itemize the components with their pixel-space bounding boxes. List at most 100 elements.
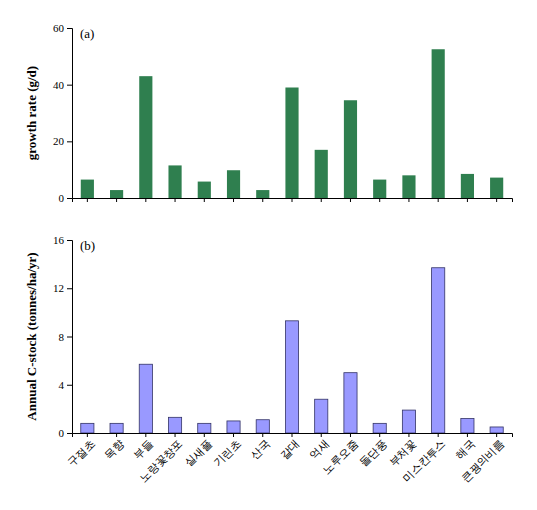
bar xyxy=(198,423,211,433)
panel-0: 0 20 40 60 growth rate (g/d) (a) xyxy=(24,22,513,204)
x-tick-mark xyxy=(116,433,117,437)
x-tick-label: 노랑꽃창포 xyxy=(137,437,185,485)
panel-label: (a) xyxy=(80,26,94,41)
bar xyxy=(315,150,328,198)
x-tick-label: 산국 xyxy=(248,437,273,462)
y-tick-label: 12 xyxy=(53,282,64,294)
bar xyxy=(344,373,357,433)
x-tick-mark xyxy=(379,433,380,437)
x-tick xyxy=(321,198,322,202)
bar xyxy=(110,190,123,198)
x-tick: 구절초 xyxy=(65,433,98,470)
x-tick-label: 큰꿩의비름 xyxy=(459,437,507,485)
bar xyxy=(373,423,386,433)
y-tick-label: 20 xyxy=(53,135,65,147)
panel-1: 0 4 8 12 16 구절초목향부들노랑꽃창포실새풀기린초산국갈대억새노루오줌돌단풍부처… xyxy=(24,234,513,485)
y-tick: 8 xyxy=(59,331,73,343)
x-tick-mark xyxy=(116,198,117,202)
x-tick xyxy=(175,198,176,202)
y-tick-label: 0 xyxy=(59,192,65,204)
x-tick-mark xyxy=(233,198,234,202)
y-tick: 0 xyxy=(59,427,73,439)
x-axis xyxy=(73,198,513,202)
x-tick: 노랑꽃창포 xyxy=(137,433,185,485)
x-tick: 산국 xyxy=(248,433,273,462)
x-tick xyxy=(145,198,146,202)
x-tick: 기린초 xyxy=(211,433,244,470)
x-tick xyxy=(350,198,351,202)
x-tick-mark xyxy=(175,198,176,202)
x-tick xyxy=(292,198,293,202)
figure: 0 20 40 60 growth rate (g/d) (a) 0 4 8 12 16 구절초목향부… xyxy=(0,0,537,510)
bar xyxy=(285,321,298,433)
bar xyxy=(110,423,123,433)
x-tick-mark xyxy=(438,433,439,437)
bar xyxy=(256,190,269,198)
x-tick-mark xyxy=(292,433,293,437)
y-axis-line xyxy=(67,241,73,434)
bar xyxy=(402,175,415,198)
bars xyxy=(81,49,503,198)
y-tick-mark xyxy=(67,240,72,241)
x-tick-mark xyxy=(87,433,88,437)
x-tick-mark xyxy=(145,433,146,437)
x-tick-label: 실새풀 xyxy=(182,437,215,470)
bar xyxy=(285,88,298,199)
x-tick: 돌단풍 xyxy=(357,433,390,470)
y-tick-label: 0 xyxy=(59,427,65,439)
y-tick: 40 xyxy=(53,79,72,91)
x-tick-mark xyxy=(262,198,263,202)
y-tick-mark xyxy=(67,288,72,289)
x-tick xyxy=(116,198,117,202)
bar xyxy=(168,165,181,198)
y-tick: 20 xyxy=(53,135,72,147)
x-axis-line xyxy=(73,434,513,438)
x-tick: 갈대 xyxy=(277,433,302,462)
x-tick-mark xyxy=(321,433,322,437)
x-tick xyxy=(87,198,88,202)
y-axis-line xyxy=(67,29,73,199)
y-tick-label: 60 xyxy=(53,22,65,34)
x-tick-label: 갈대 xyxy=(277,437,302,462)
x-tick-mark xyxy=(204,433,205,437)
y-tick: 60 xyxy=(53,22,72,34)
bar xyxy=(139,364,152,433)
x-tick-mark xyxy=(350,433,351,437)
x-tick-mark xyxy=(467,198,468,202)
x-tick: 큰꿩의비름 xyxy=(459,433,507,485)
x-tick-mark xyxy=(292,198,293,202)
x-tick: 미스칸투스 xyxy=(400,433,448,485)
bar xyxy=(227,170,240,198)
x-tick-label: 구절초 xyxy=(65,437,98,470)
y-tick: 4 xyxy=(59,379,73,391)
x-tick-label: 미스칸투스 xyxy=(400,437,448,485)
x-tick-label: 목향 xyxy=(102,437,127,462)
x-tick-label: 노루오줌 xyxy=(320,437,360,477)
bar xyxy=(461,174,474,198)
x-axis: 구절초목향부들노랑꽃창포실새풀기린초산국갈대억새노루오줌돌단풍부처꽃미스칸투스해… xyxy=(65,433,512,485)
bar xyxy=(227,421,240,433)
x-tick-mark xyxy=(379,198,380,202)
x-tick xyxy=(379,198,380,202)
x-tick: 목향 xyxy=(102,433,127,462)
bar xyxy=(168,417,181,433)
x-tick-mark xyxy=(408,198,409,202)
x-tick-mark xyxy=(408,433,409,437)
y-tick-label: 16 xyxy=(53,234,65,246)
y-tick-mark xyxy=(67,433,72,434)
bar xyxy=(198,182,211,198)
x-tick-mark xyxy=(87,198,88,202)
y-tick-mark xyxy=(67,28,72,29)
bar xyxy=(432,49,445,198)
bar xyxy=(432,268,445,433)
x-tick-label: 해국 xyxy=(453,437,478,462)
y-axis-title: growth rate (g/d) xyxy=(24,66,39,160)
x-tick-mark xyxy=(496,433,497,437)
x-tick-mark xyxy=(321,198,322,202)
x-tick-mark xyxy=(175,433,176,437)
bar xyxy=(315,399,328,433)
y-tick-mark xyxy=(67,198,72,199)
x-tick-mark xyxy=(496,198,497,202)
y-tick-label: 4 xyxy=(59,379,65,391)
x-tick xyxy=(438,198,439,202)
